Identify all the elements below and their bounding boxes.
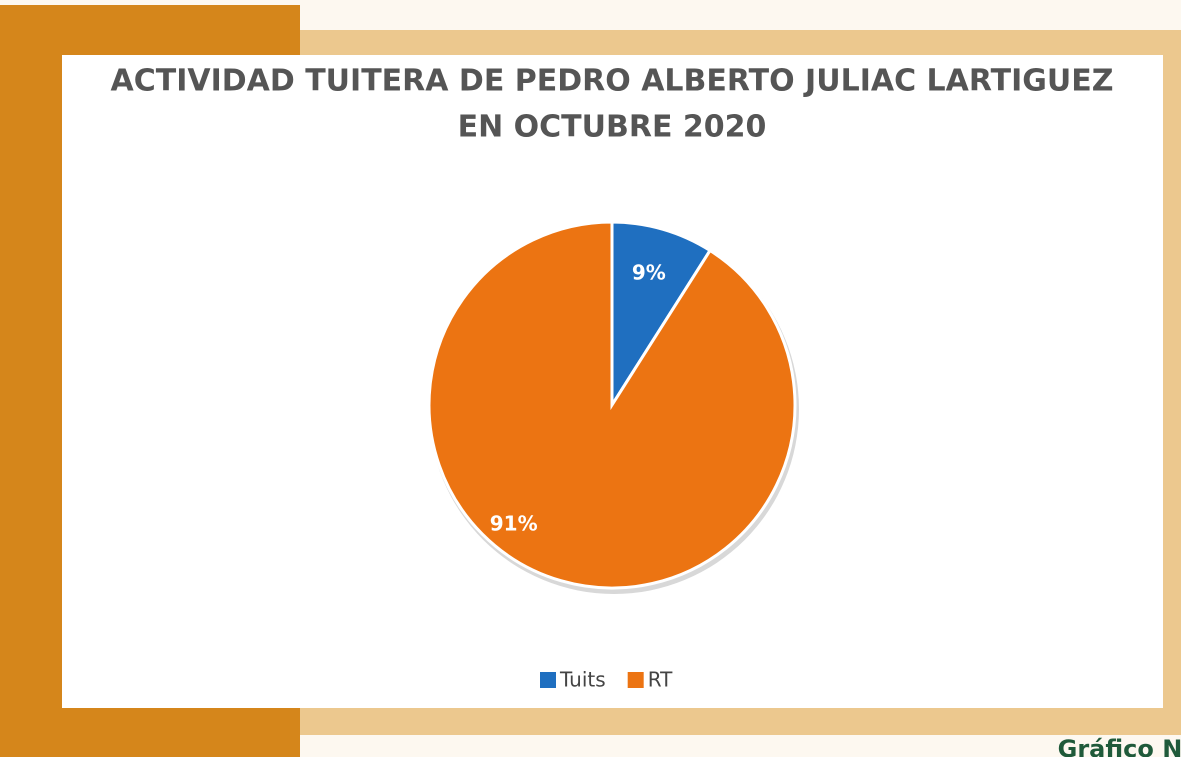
legend-label: Tuits [559,668,606,692]
caption: Gráfico N°7 [1058,735,1181,757]
legend-swatch [540,672,556,688]
data-label: 91% [490,512,538,536]
legend-label: RT [648,668,673,692]
chart-title: ACTIVIDAD TUITERA DE PEDRO ALBERTO JULIA… [111,64,1114,99]
legend-swatch [627,672,644,688]
data-label: 9% [632,260,666,284]
chart-title: EN OCTUBRE 2020 [458,110,767,145]
pie-slice [427,220,797,590]
pie-slice [610,220,713,411]
